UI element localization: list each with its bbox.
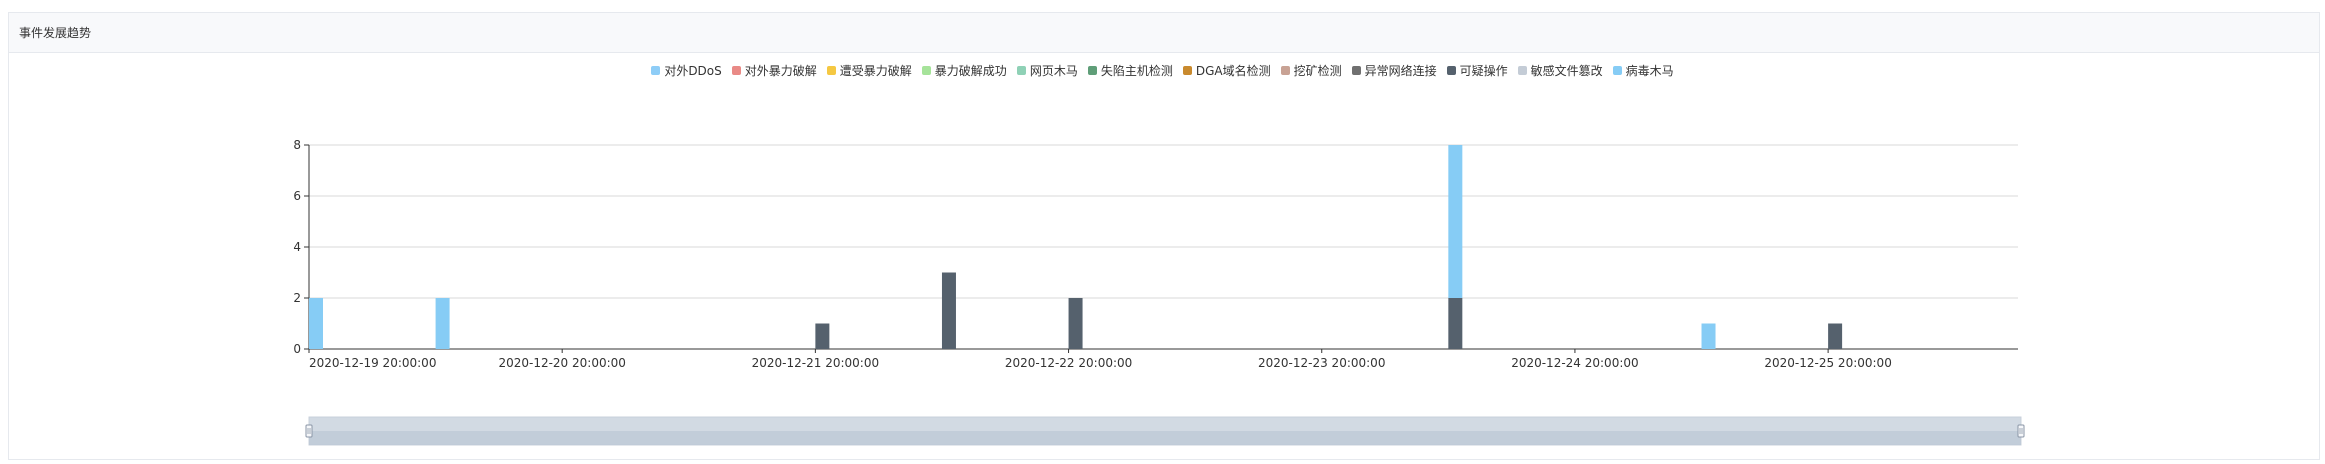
legend-item[interactable]: 敏感文件篡改: [1517, 62, 1603, 79]
legend-label: DGA域名检测: [1195, 64, 1271, 78]
panel-header: 事件发展趋势: [9, 13, 2319, 53]
legend-item[interactable]: 失陷主机检测: [1087, 62, 1173, 79]
bar-series: [309, 145, 1843, 350]
legend-label: 挖矿检测: [1293, 64, 1342, 78]
y-tick-label: 6: [293, 189, 301, 203]
legend-item[interactable]: 挖矿检测: [1280, 62, 1342, 79]
legend-label: 遭受暴力破解: [839, 64, 912, 78]
bar-segment[interactable]: [1828, 323, 1843, 350]
legend-swatch: [1446, 66, 1456, 75]
zoom-handle-right[interactable]: [2017, 424, 2025, 438]
legend-label: 对外DDoS: [664, 64, 722, 78]
legend-item[interactable]: 病毒木马: [1612, 62, 1674, 79]
legend-item[interactable]: 对外DDoS: [651, 62, 722, 79]
legend-swatch: [1016, 66, 1026, 75]
y-tick-label: 2: [293, 291, 301, 305]
x-tick-label: 2020-12-21 20:00:00: [752, 356, 879, 370]
bar-segment[interactable]: [309, 298, 323, 349]
bar-segment[interactable]: [1448, 298, 1463, 349]
x-tick-label: 2020-12-20 20:00:00: [498, 356, 625, 370]
legend-swatch: [921, 66, 931, 75]
bar-segment[interactable]: [435, 298, 450, 349]
legend-swatch: [1182, 66, 1192, 75]
legend-label: 对外暴力破解: [744, 64, 817, 78]
bar-segment[interactable]: [941, 272, 956, 350]
zoom-handle-left[interactable]: [305, 424, 313, 438]
zoom-slider[interactable]: [305, 416, 2025, 446]
y-tick-label: 4: [293, 240, 301, 254]
axes: 0 2 4 6 8 2020-12-19 20:00:00 2020-12-20 20:00…: [293, 138, 2018, 370]
bar-segment[interactable]: [1448, 145, 1463, 298]
legend-item[interactable]: 暴力破解成功: [921, 62, 1007, 79]
grid-lines: [309, 144, 2018, 299]
legend-swatch: [651, 66, 661, 75]
bar-segment[interactable]: [815, 323, 830, 350]
panel-title: 事件发展趋势: [19, 26, 92, 40]
legend-swatch: [1517, 66, 1527, 75]
legend-item[interactable]: DGA域名检测: [1182, 62, 1271, 79]
bar-segment[interactable]: [1068, 298, 1083, 349]
y-tick-label: 8: [293, 138, 301, 152]
legend-label: 病毒木马: [1625, 64, 1674, 78]
bar-segment[interactable]: [1701, 323, 1716, 350]
legend-item[interactable]: 网页木马: [1016, 62, 1078, 79]
x-tick-label: 2020-12-19 20:00:00: [309, 356, 436, 370]
legend-swatch: [826, 66, 836, 75]
legend-item[interactable]: 对外暴力破解: [731, 62, 817, 79]
legend-swatch: [1351, 66, 1361, 75]
legend-label: 失陷主机检测: [1100, 64, 1173, 78]
legend-item[interactable]: 可疑操作: [1446, 62, 1508, 79]
y-tick-label: 0: [293, 342, 301, 356]
x-tick-label: 2020-12-23 20:00:00: [1258, 356, 1385, 370]
chart-legend: 对外DDoS 对外暴力破解 遭受暴力破解 暴力破解成功 网页木马 失陷主机检测 DGA域名检…: [0, 62, 2325, 79]
legend-label: 敏感文件篡改: [1530, 64, 1603, 78]
legend-label: 网页木马: [1029, 64, 1078, 78]
x-tick-label: 2020-12-22 20:00:00: [1005, 356, 1132, 370]
legend-swatch: [1280, 66, 1290, 75]
legend-swatch: [1087, 66, 1097, 75]
legend-swatch: [1612, 66, 1622, 75]
legend-label: 异常网络连接: [1364, 64, 1437, 78]
x-tick-label: 2020-12-25 20:00:00: [1764, 356, 1891, 370]
trend-panel: 事件发展趋势: [8, 12, 2320, 460]
x-tick-label: 2020-12-24 20:00:00: [1511, 356, 1638, 370]
legend-label: 暴力破解成功: [934, 64, 1007, 78]
legend-item[interactable]: 异常网络连接: [1351, 62, 1437, 79]
zoom-preview: [309, 431, 2021, 445]
legend-item[interactable]: 遭受暴力破解: [826, 62, 912, 79]
legend-swatch: [731, 66, 741, 75]
legend-label: 可疑操作: [1459, 64, 1508, 78]
